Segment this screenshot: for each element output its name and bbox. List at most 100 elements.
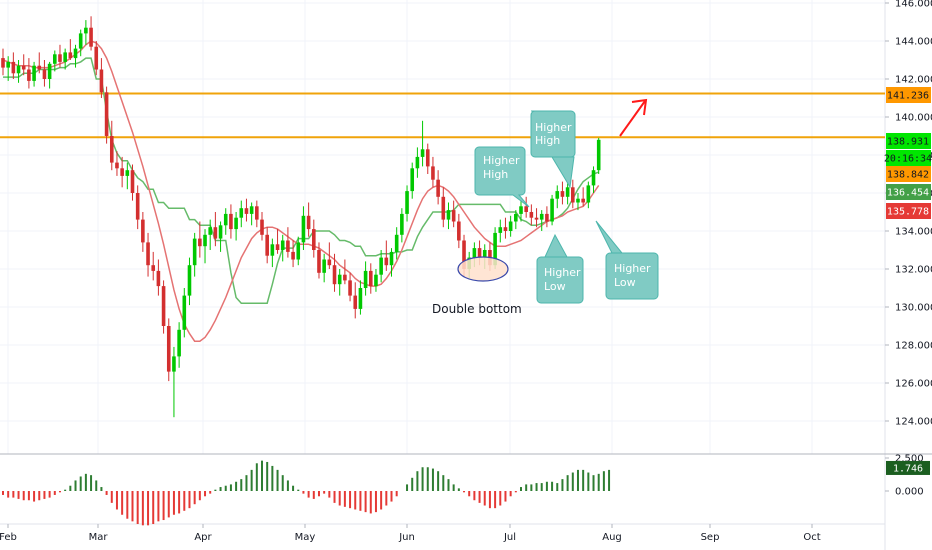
- candles: [1, 16, 601, 418]
- candle-bearish: [68, 52, 73, 59]
- trend-arrow[interactable]: [619, 98, 648, 137]
- candle-bullish: [410, 168, 415, 192]
- oscillator-axis: 2.500 0.000: [885, 454, 924, 498]
- candle-bullish: [63, 52, 67, 62]
- callout-line-2: Low: [614, 276, 636, 289]
- price-tag-label: 141.236: [887, 91, 929, 102]
- candle-bullish: [296, 242, 301, 260]
- time-tick-label: Feb: [0, 532, 17, 543]
- candle-bullish: [177, 329, 181, 357]
- oscillator-bars: [2, 460, 611, 526]
- candle-bearish: [534, 217, 539, 220]
- candle-bearish: [451, 210, 456, 222]
- candle-bearish: [306, 215, 311, 230]
- callout-higher-low-1[interactable]: Higher Low: [536, 233, 584, 304]
- candle-bullish: [182, 295, 187, 330]
- candle-bearish: [130, 170, 135, 193]
- candle-bearish: [581, 198, 585, 203]
- candle-bearish: [109, 136, 114, 163]
- candle-bearish: [441, 196, 446, 220]
- price-tick-label: 124.000: [895, 417, 932, 428]
- candle-bullish: [420, 149, 425, 157]
- double-bottom-label[interactable]: Double bottom: [432, 302, 522, 316]
- price-tick-label: 132.000: [895, 265, 932, 276]
- callout-line-1: Higher: [535, 121, 572, 134]
- candle-bullish: [379, 257, 383, 275]
- price-tag-bg: [886, 150, 931, 166]
- candle-bullish: [565, 187, 570, 197]
- candle-bearish: [260, 219, 264, 235]
- candle-bearish: [141, 219, 145, 243]
- candle-bearish: [58, 54, 62, 62]
- double-bottom-ellipse[interactable]: [457, 256, 509, 282]
- candle-bearish: [529, 212, 534, 218]
- price-tick-label: 146.000: [895, 0, 932, 10]
- price-tags[interactable]: 141.236 138.931 20:16:34 138.842 136.454 135.…: [884, 87, 932, 219]
- callout-shape: [474, 146, 530, 208]
- arrow-head: [631, 98, 648, 116]
- candle-bearish: [571, 187, 575, 203]
- candle-bullish: [482, 250, 487, 258]
- candle-bearish: [166, 326, 171, 372]
- candle-bearish: [368, 270, 373, 287]
- candle-bullish: [208, 227, 212, 235]
- candle-bullish: [493, 232, 497, 266]
- candle-bullish: [47, 63, 52, 79]
- candle-bearish: [37, 65, 42, 70]
- callout-shape: [595, 220, 659, 300]
- candle-bullish: [400, 213, 404, 235]
- callout-higher-low-2[interactable]: Higher Low: [595, 220, 659, 300]
- candle-bullish: [192, 238, 197, 266]
- candle-bearish: [431, 166, 435, 180]
- candle-bullish: [519, 206, 523, 214]
- price-tag-label: 135.778: [887, 207, 929, 218]
- callout-line-1: Higher: [614, 262, 651, 275]
- oscillator-value-tag[interactable]: 1.746: [886, 460, 930, 475]
- candle-bearish: [545, 213, 549, 222]
- candle-bullish: [203, 234, 207, 247]
- candle-bearish: [503, 227, 508, 231]
- time-tick-label: Oct: [803, 532, 820, 543]
- candle-bullish: [586, 185, 591, 203]
- candle-bearish: [135, 193, 140, 220]
- candle-bearish: [1, 58, 5, 68]
- horizontal-levels[interactable]: [0, 92, 885, 139]
- candle-bearish: [89, 27, 93, 47]
- oscillator-value-tag-bg: [886, 460, 930, 475]
- time-tick-label: Aug: [602, 532, 622, 543]
- callout-higher-high-2[interactable]: Higher High: [530, 110, 576, 189]
- candle-bearish: [94, 46, 99, 70]
- candle-bearish: [457, 221, 461, 241]
- candle-bearish: [213, 227, 218, 239]
- price-tick-label: 140.000: [895, 113, 932, 124]
- price-tag-bg: [886, 166, 931, 182]
- candle-bearish: [156, 270, 161, 287]
- candle-bearish: [462, 240, 466, 269]
- candle-bullish: [53, 54, 57, 64]
- candle-bearish: [353, 295, 358, 309]
- time-tick-label: Mar: [89, 532, 109, 543]
- candle-bullish: [270, 244, 275, 256]
- callout-shape: [536, 233, 584, 304]
- time-tick-label: May: [295, 532, 316, 543]
- oscillator-tick-label: 0.000: [895, 487, 924, 498]
- candle-bearish: [11, 61, 16, 74]
- annotations[interactable]: Double bottom Higher High Higher High Hi…: [432, 98, 659, 316]
- grid: [0, 0, 885, 454]
- candle-bullish: [591, 170, 596, 186]
- candle-bearish: [343, 274, 347, 281]
- callout-line-2: Low: [544, 280, 566, 293]
- candle-bullish: [472, 248, 477, 258]
- callout-higher-high-1[interactable]: Higher High: [474, 146, 530, 208]
- candle-bullish: [389, 251, 394, 266]
- candle-bearish: [436, 179, 440, 197]
- time-axis[interactable]: Feb Mar Apr May Jun Jul Aug Sep Oct: [0, 524, 821, 543]
- red-indicator-line: [2, 40, 600, 342]
- candle-bullish: [32, 65, 36, 81]
- candle-bearish: [146, 242, 150, 266]
- time-tick-label: Jul: [503, 532, 516, 543]
- candle-bullish: [358, 288, 363, 309]
- candle-bullish: [187, 265, 192, 296]
- price-tag-label: 136.454: [887, 188, 929, 199]
